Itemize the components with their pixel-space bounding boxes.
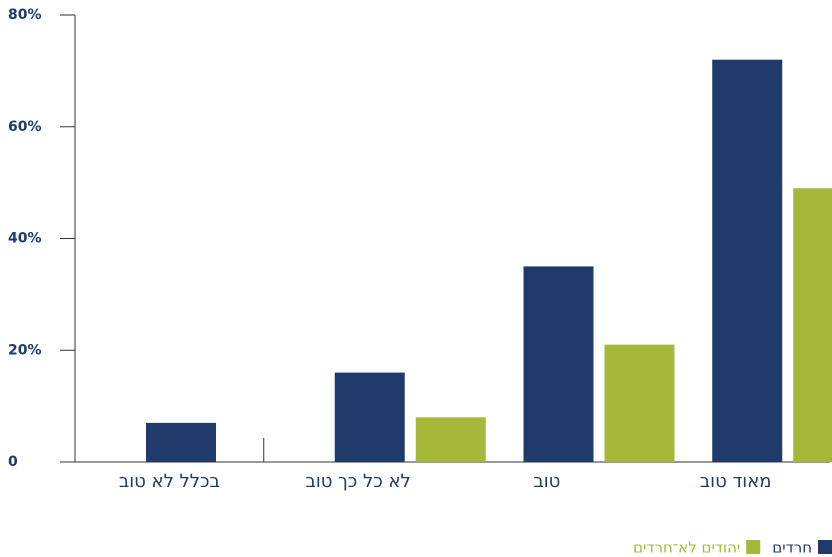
legend-swatch <box>818 540 832 554</box>
legend-swatch <box>746 540 761 554</box>
x-tick-label: בכלל לא טוב <box>119 471 220 492</box>
x-tick-label: לא כל כך טוב <box>305 471 410 492</box>
legend-label: יהודים לא־חרדים <box>633 539 740 557</box>
y-tick-label: 20% <box>8 342 42 358</box>
y-tick-label: 0 <box>8 454 18 470</box>
bar <box>793 188 832 462</box>
y-tick-label: 60% <box>8 119 42 135</box>
x-tick-label: מאוד טוב <box>700 471 772 492</box>
bar <box>712 59 783 462</box>
bar <box>604 344 675 462</box>
y-tick-label: 40% <box>8 231 42 247</box>
bar <box>334 372 405 462</box>
bar <box>415 417 486 462</box>
bar <box>523 266 594 462</box>
y-tick-label: 80% <box>8 7 42 23</box>
legend-label: חרדים <box>772 539 812 557</box>
bar <box>146 422 216 462</box>
x-tick-label: טוב <box>533 471 560 492</box>
